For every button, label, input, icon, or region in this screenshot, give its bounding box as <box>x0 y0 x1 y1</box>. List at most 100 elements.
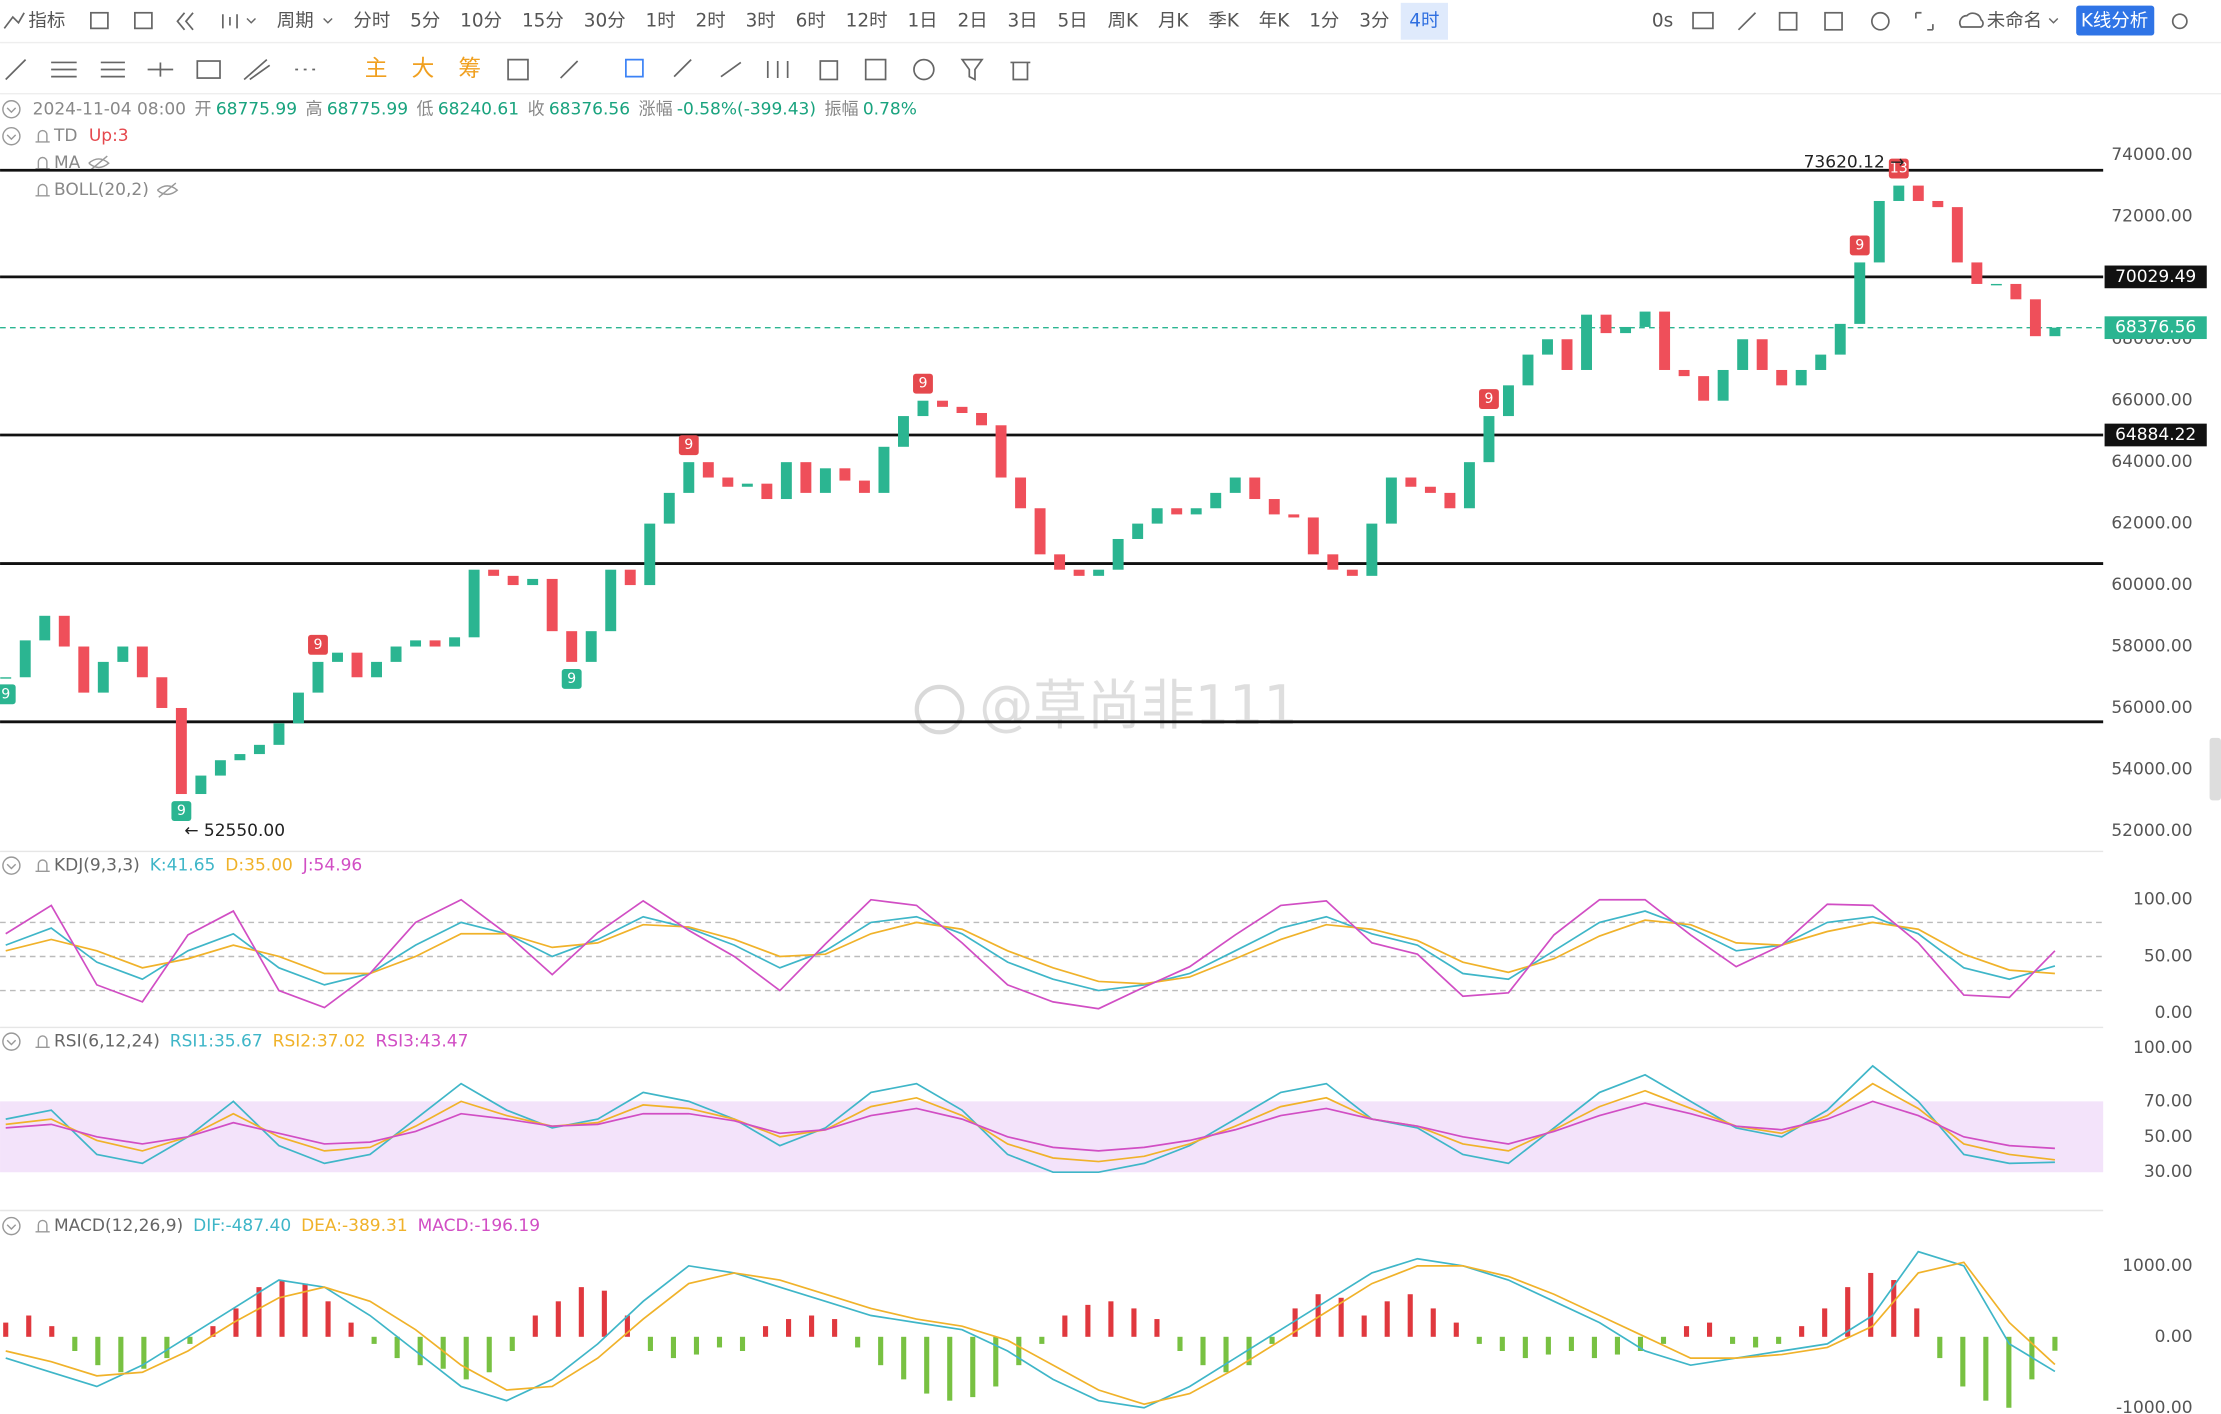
y-tick-label: 58000.00 <box>2111 637 2192 657</box>
icon-back[interactable] <box>176 12 194 31</box>
td-label: 9 <box>684 437 693 453</box>
macd-bar <box>210 1326 216 1337</box>
icon-candle[interactable] <box>221 14 238 29</box>
analysis-button-bg[interactable] <box>2076 5 2155 36</box>
candle <box>488 569 500 576</box>
icon-indicator[interactable] <box>3 12 25 29</box>
period-selected[interactable]: 4时 <box>1409 10 1439 31</box>
candle <box>0 677 12 679</box>
collapse-icon[interactable] <box>2 1216 21 1236</box>
icon-tool[interactable] <box>559 60 579 79</box>
period-button[interactable]: 周期 <box>277 10 314 31</box>
icon-save[interactable] <box>1824 11 1843 31</box>
period[interactable]: 1分 <box>1309 10 1339 31</box>
candle <box>39 615 51 641</box>
overlay-button[interactable]: 大 <box>412 56 435 82</box>
icon-lock[interactable] <box>819 60 839 81</box>
icon-cloud[interactable] <box>1959 12 1984 28</box>
icon-tool[interactable] <box>720 61 742 78</box>
td-badge <box>308 634 328 655</box>
candle <box>390 646 402 662</box>
macd-bar <box>49 1326 55 1337</box>
period[interactable]: 月K <box>1158 10 1189 31</box>
period[interactable]: 15分 <box>522 10 564 31</box>
macd-bar <box>1453 1322 1459 1337</box>
icon-parallel[interactable] <box>243 58 271 81</box>
collapse-icon[interactable] <box>2 100 21 119</box>
indicator-title: MACD(12,26,9) <box>54 1216 183 1236</box>
icon-rect[interactable] <box>196 60 221 79</box>
macd-bar <box>417 1336 423 1366</box>
candle <box>917 400 929 417</box>
icon-tool[interactable] <box>766 61 789 79</box>
period[interactable]: 3时 <box>746 10 776 31</box>
period[interactable]: 1时 <box>646 10 676 31</box>
icon-tool[interactable] <box>625 58 644 78</box>
collapse-icon[interactable] <box>2 856 21 875</box>
period[interactable]: 2时 <box>696 10 726 31</box>
icon-calendar[interactable] <box>90 11 109 30</box>
y-tick-label: 74000.00 <box>2111 145 2192 165</box>
icon-share[interactable] <box>2171 13 2188 30</box>
period[interactable]: 分时 <box>353 10 390 31</box>
period[interactable]: 1日 <box>907 10 937 31</box>
icon-tool[interactable] <box>507 58 529 81</box>
period[interactable]: 5分 <box>410 10 440 31</box>
icon-hline[interactable] <box>147 62 174 77</box>
td-badge <box>0 684 16 705</box>
high-label: 73620.12 → <box>1804 152 1905 172</box>
period[interactable]: 2日 <box>957 10 987 31</box>
period[interactable]: 12时 <box>846 10 888 31</box>
macd-bar <box>1845 1287 1851 1337</box>
icon-fullscreen[interactable] <box>1914 11 1934 31</box>
candle <box>1971 262 1983 284</box>
icon-tool[interactable] <box>673 59 692 78</box>
candle <box>937 400 948 407</box>
icon-magnet[interactable] <box>913 58 935 81</box>
period[interactable]: 6时 <box>796 10 826 31</box>
layout-name[interactable]: 未命名 <box>1987 10 2042 31</box>
icon-line[interactable] <box>5 59 27 81</box>
icon-delete[interactable] <box>1010 61 1031 81</box>
icon-pen[interactable] <box>1737 12 1757 31</box>
period[interactable]: 周K <box>1108 10 1139 31</box>
candle <box>1112 538 1124 570</box>
y-tick-label: 72000.00 <box>2111 206 2192 226</box>
period[interactable]: 3日 <box>1008 10 1038 31</box>
overlay-button[interactable]: 主 <box>365 56 388 82</box>
icon-filter[interactable] <box>960 58 984 81</box>
collapse-icon[interactable] <box>2 127 21 146</box>
macd-bar <box>371 1336 377 1344</box>
scrollbar[interactable] <box>2209 737 2221 801</box>
eye-off-icon[interactable] <box>156 182 179 198</box>
indicator-button[interactable]: 指标 <box>28 10 65 31</box>
candle <box>1639 311 1651 327</box>
icon-settings[interactable] <box>1871 11 1890 31</box>
period[interactable]: 10分 <box>460 10 502 31</box>
icon-camera[interactable] <box>1692 11 1714 30</box>
icon-channel[interactable] <box>51 61 77 78</box>
candle <box>1190 508 1202 515</box>
period[interactable]: 季K <box>1208 10 1239 31</box>
eye-off-icon[interactable] <box>88 155 110 171</box>
indicator-value: Up:3 <box>89 126 129 146</box>
overlay-button[interactable]: 筹 <box>458 56 481 82</box>
macd-bar <box>1108 1301 1114 1337</box>
y-tick-label: 52000.00 <box>2111 821 2192 841</box>
candle <box>1444 492 1456 509</box>
candle <box>780 462 792 500</box>
icon-note[interactable] <box>864 58 887 81</box>
analysis-button[interactable]: K线分析 <box>2081 10 2148 31</box>
icon-window[interactable] <box>1778 11 1798 31</box>
candle <box>2049 327 2061 337</box>
period[interactable]: 3分 <box>1359 10 1389 31</box>
period[interactable]: 30分 <box>584 10 626 31</box>
indicator-line <box>5 1261 2056 1406</box>
candle <box>175 707 187 795</box>
period[interactable]: 年K <box>1259 10 1290 31</box>
legend-entry: RSI2:37.02 <box>273 1032 366 1052</box>
icon-fib[interactable] <box>100 61 125 78</box>
collapse-icon[interactable] <box>2 1032 21 1051</box>
period[interactable]: 5日 <box>1058 10 1088 31</box>
icon-layout[interactable] <box>134 11 153 30</box>
